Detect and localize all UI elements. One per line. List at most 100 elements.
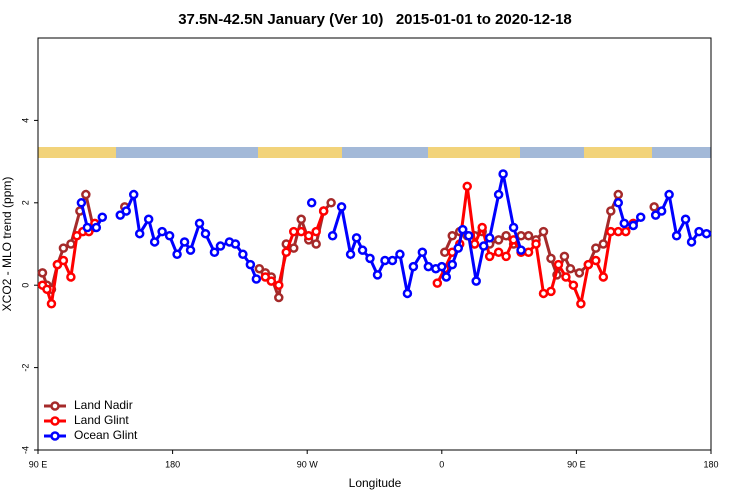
data-point	[649, 202, 659, 212]
data-point	[91, 222, 102, 233]
data-point	[164, 231, 175, 241]
data-point	[423, 261, 434, 272]
x-tick-label: 90 W	[297, 459, 319, 469]
data-point	[583, 259, 594, 270]
data-point	[274, 292, 284, 303]
data-point	[172, 249, 182, 260]
data-point	[281, 247, 292, 257]
data-point	[311, 226, 321, 237]
data-point	[215, 241, 226, 251]
data-point	[538, 226, 549, 237]
data-point	[447, 259, 458, 270]
legend-label: Ocean Glint	[74, 428, 138, 442]
y-tick-label: 4	[20, 118, 30, 123]
data-point	[194, 218, 205, 229]
data-point	[501, 251, 511, 262]
data-point	[493, 189, 504, 200]
data-point	[238, 249, 248, 260]
data-point	[441, 272, 452, 282]
x-tick-label: 90 E	[29, 459, 48, 469]
data-point	[72, 231, 82, 241]
data-point	[619, 218, 630, 229]
data-point	[516, 245, 526, 255]
data-point	[671, 231, 682, 241]
data-point	[591, 243, 601, 253]
data-point	[266, 276, 277, 286]
data-point	[694, 226, 704, 237]
data-point	[143, 214, 154, 225]
data-point	[82, 222, 93, 233]
data-point	[462, 181, 472, 192]
data-point	[351, 233, 362, 243]
data-point	[387, 255, 398, 266]
data-point	[501, 231, 511, 241]
y-tick-label: 2	[20, 200, 30, 205]
data-point	[463, 231, 474, 241]
data-point	[395, 249, 405, 260]
data-point	[121, 206, 131, 216]
data-point	[185, 245, 196, 255]
data-point	[701, 228, 712, 239]
data-point	[686, 237, 697, 247]
chart-title: 37.5N-42.5N January (Ver 10) 2015-01-01 …	[178, 11, 572, 28]
x-tick-label: 90 E	[567, 459, 586, 469]
data-point	[179, 237, 190, 247]
data-point	[402, 288, 413, 299]
data-point	[42, 284, 52, 295]
data-point	[58, 255, 69, 266]
data-point	[591, 255, 601, 266]
data-point	[498, 169, 508, 179]
data-point	[37, 268, 48, 278]
data-point	[656, 206, 667, 216]
data-point	[345, 249, 356, 260]
data-point	[251, 274, 262, 284]
legend-label: Land Nadir	[74, 398, 133, 412]
data-point	[469, 239, 480, 249]
data-point	[484, 251, 495, 262]
y-axis-label: XCO2 - MLO trend (ppm)	[0, 177, 14, 312]
data-point	[453, 243, 464, 253]
data-point	[81, 189, 91, 200]
data-point	[606, 206, 616, 216]
data-point	[230, 239, 241, 249]
x-axis-label: Longitude	[349, 476, 402, 490]
data-point	[417, 247, 428, 257]
data-point	[523, 247, 534, 257]
data-point	[598, 239, 609, 249]
data-point	[437, 261, 447, 272]
data-point	[288, 243, 299, 253]
y-tick-label: 0	[20, 283, 30, 288]
data-point	[531, 239, 541, 249]
data-point	[326, 198, 336, 208]
plot-frame	[37, 37, 712, 451]
data-point	[76, 198, 87, 208]
data-point	[621, 226, 631, 237]
legend-marker	[50, 431, 60, 441]
data-point	[66, 272, 76, 282]
data-point	[58, 243, 69, 253]
map-strip	[38, 147, 711, 158]
data-point	[296, 226, 306, 237]
data-point	[650, 210, 661, 220]
data-point	[318, 206, 329, 216]
data-point	[546, 253, 556, 264]
data-point	[200, 228, 211, 239]
data-point	[306, 198, 317, 208]
data-point	[477, 222, 487, 233]
x-tick-label: 0	[439, 459, 444, 469]
data-point	[598, 272, 609, 282]
data-point	[46, 298, 57, 309]
data-point	[66, 239, 76, 249]
data-point	[553, 259, 564, 270]
data-point	[561, 272, 571, 282]
data-point	[432, 278, 443, 288]
legend-marker	[50, 416, 60, 426]
data-point	[613, 226, 624, 237]
y-tick-label: -2	[20, 364, 30, 372]
legend-label: Land Glint	[74, 413, 129, 427]
data-point	[565, 263, 576, 274]
data-point	[149, 237, 160, 247]
data-point	[357, 245, 368, 255]
data-point	[52, 259, 63, 270]
x-tick-label: 180	[165, 459, 180, 469]
